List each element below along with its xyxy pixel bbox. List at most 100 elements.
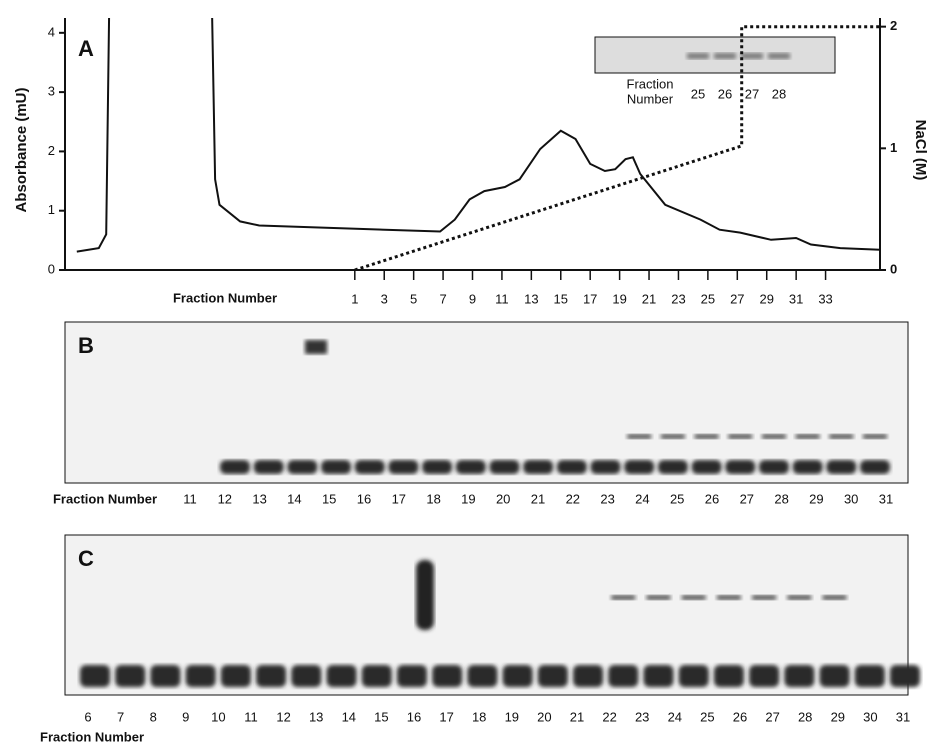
lane-label: 27 (765, 709, 779, 724)
y-tick-label: 1 (48, 202, 55, 217)
gel-band (646, 595, 671, 600)
gel-band (185, 665, 216, 687)
lane-label: 25 (700, 709, 714, 724)
gel-band (687, 53, 709, 59)
lane-label: 20 (496, 491, 510, 506)
x-tick-label: 7 (439, 291, 446, 306)
lane-label: 26 (733, 709, 747, 724)
lane-label: 21 (570, 709, 584, 724)
gel-band (819, 665, 850, 687)
lane-label: 18 (472, 709, 486, 724)
gel-band (396, 665, 427, 687)
gel-band (422, 460, 453, 474)
lane-label: 17 (392, 491, 406, 506)
gel-band (502, 665, 533, 687)
lane-label: 14 (287, 491, 301, 506)
gel-band (523, 460, 554, 474)
x-tick-label: 1 (351, 291, 358, 306)
gel-band (432, 665, 463, 687)
gel-band (822, 595, 847, 600)
gel-band (455, 460, 486, 474)
lane-label: 7 (117, 709, 124, 724)
gel-band (115, 665, 146, 687)
panel-label: B (78, 333, 94, 358)
x-tick-label: 15 (554, 291, 568, 306)
gel-band (725, 460, 756, 474)
gel-band (291, 665, 322, 687)
lane-label: 13 (309, 709, 323, 724)
x-tick-label: 29 (759, 291, 773, 306)
y-tick-label: 4 (48, 24, 55, 39)
y-tick-label: 0 (48, 261, 55, 276)
gel-band (749, 665, 780, 687)
gel-band (681, 595, 706, 600)
lane-title: Fraction Number (53, 491, 157, 506)
lane-label: 16 (407, 709, 421, 724)
gel-band (361, 665, 392, 687)
lane-label: 27 (740, 491, 754, 506)
lane-label: 19 (505, 709, 519, 724)
gel-band (854, 665, 885, 687)
gel-band (287, 460, 318, 474)
x-tick-label: 9 (469, 291, 476, 306)
lane-label: 30 (844, 491, 858, 506)
gel-band (416, 560, 434, 630)
lane-label: 29 (831, 709, 845, 724)
lane-label: 6 (84, 709, 91, 724)
gel-band (714, 53, 736, 59)
gel-band (326, 665, 357, 687)
gel-band (860, 460, 890, 474)
y-tick-label: 3 (48, 84, 55, 99)
gel-band (678, 665, 709, 687)
x-tick-label: 27 (730, 291, 744, 306)
gel-band (660, 434, 685, 439)
gel-band (713, 665, 744, 687)
gel-band (768, 53, 790, 59)
gel-band (784, 665, 815, 687)
gel-band (890, 665, 920, 687)
gel-band (728, 434, 753, 439)
gel-band (752, 595, 777, 600)
x-tick-label: 21 (642, 291, 656, 306)
lane-label: 31 (879, 491, 893, 506)
lane-label: 14 (342, 709, 356, 724)
x-tick-label: 11 (495, 291, 509, 306)
gel-band (388, 460, 419, 474)
gel-band (611, 595, 636, 600)
gel-band (608, 665, 639, 687)
inset-lane-label: 27 (745, 86, 759, 101)
lane-label: 23 (600, 491, 614, 506)
lane-label: 12 (276, 709, 290, 724)
gel-band (220, 460, 250, 474)
gel-band (220, 665, 251, 687)
lane-label: 11 (244, 709, 258, 724)
gel-band (590, 460, 621, 474)
lane-label: 9 (182, 709, 189, 724)
lane-label: 16 (357, 491, 371, 506)
lane-label: 28 (798, 709, 812, 724)
y2-axis-title: NaCl (M) (912, 120, 929, 181)
gel-band (537, 665, 568, 687)
y2-tick-label: 2 (890, 18, 897, 33)
lane-label: 31 (896, 709, 910, 724)
data-line (76, 18, 880, 253)
y-axis-title: Absorbance (mU) (13, 87, 30, 212)
gel-band (627, 434, 652, 439)
lane-label: 19 (461, 491, 475, 506)
lane-label: 13 (252, 491, 266, 506)
gel-band (792, 460, 823, 474)
gel-band (624, 460, 655, 474)
gel-band (489, 460, 520, 474)
gel-band (829, 434, 854, 439)
x-tick-label: 19 (612, 291, 626, 306)
gel-band (863, 434, 887, 439)
gel-band (150, 665, 181, 687)
gel-band (787, 595, 812, 600)
y2-tick-label: 0 (890, 261, 897, 276)
lane-title: Fraction Number (40, 729, 144, 744)
inset-lane-label: 26 (718, 86, 732, 101)
gel-band (716, 595, 741, 600)
inset-lane-label: 28 (772, 86, 786, 101)
lane-label: 20 (537, 709, 551, 724)
